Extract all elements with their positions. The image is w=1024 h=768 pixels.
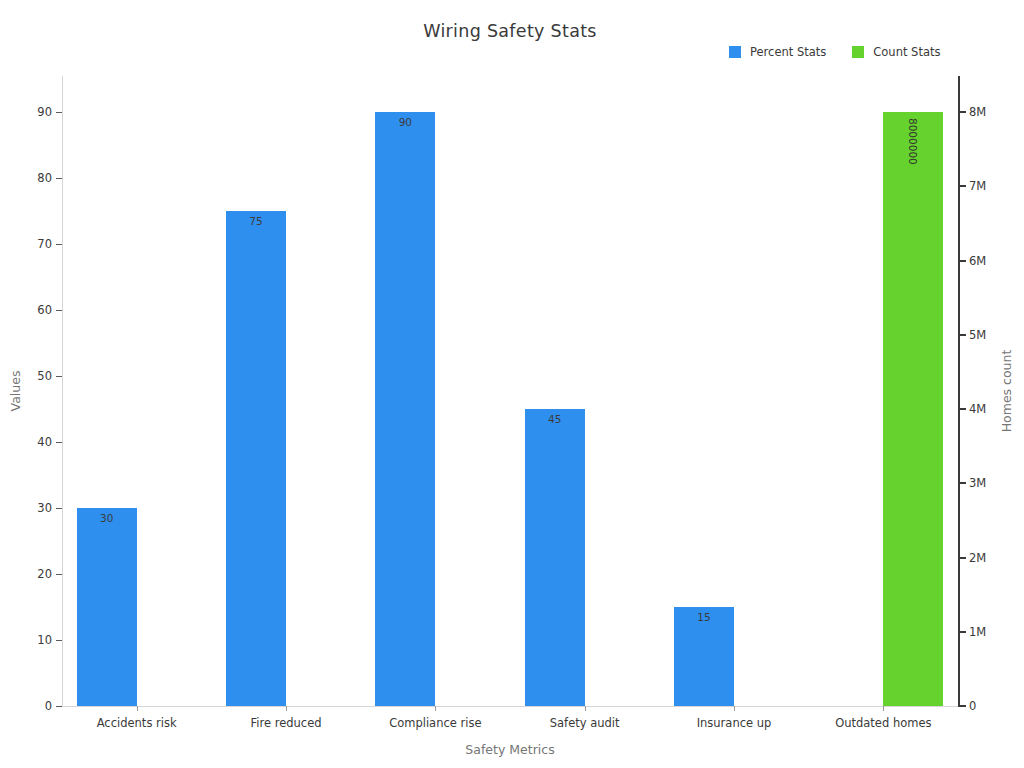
y-axis-left-tick-label: 40 (10, 435, 52, 449)
x-axis-category-label: Accidents risk (97, 716, 177, 730)
bar-safety-audit (525, 409, 585, 706)
y-axis-left-tick-label: 0 (10, 699, 52, 713)
y-axis-right-spine (958, 76, 960, 707)
y-axis-left-tick-mark (56, 112, 62, 113)
y-axis-left-tick-mark (56, 706, 62, 707)
legend-item-percent-stats: Percent Stats (729, 45, 826, 59)
y-axis-title-right: Homes count (999, 350, 1014, 433)
y-axis-right-tick-mark (958, 631, 966, 633)
bar-compliance-rise (375, 112, 435, 706)
legend: Percent Stats Count Stats (729, 45, 940, 59)
x-axis-tick-mark (286, 706, 287, 711)
x-axis-category-label: Insurance up (697, 716, 772, 730)
y-axis-left-spine (62, 76, 63, 706)
legend-item-count-stats: Count Stats (852, 45, 940, 59)
y-axis-left-tick-label: 90 (10, 105, 52, 119)
bar-outdated-homes (883, 112, 943, 706)
y-axis-left-tick-label: 80 (10, 171, 52, 185)
chart-title: Wiring Safety Stats (62, 21, 958, 41)
y-axis-left-tick-mark (56, 244, 62, 245)
y-axis-left-tick-mark (56, 310, 62, 311)
y-axis-right-tick-mark (958, 705, 966, 707)
y-axis-left-tick-label: 30 (10, 501, 52, 515)
y-axis-left-tick-mark (56, 640, 62, 641)
y-axis-right-tick-label: 7M (969, 179, 1011, 193)
y-axis-left-tick-mark (56, 508, 62, 509)
y-axis-right-tick-label: 3M (969, 476, 1011, 490)
y-axis-left-tick-mark (56, 442, 62, 443)
y-axis-left-tick-mark (56, 376, 62, 377)
y-axis-right-tick-mark (958, 334, 966, 336)
y-axis-left-tick-label: 20 (10, 567, 52, 581)
bar-value-label: 15 (674, 611, 734, 623)
legend-label: Count Stats (873, 45, 940, 59)
x-axis-tick-mark (883, 706, 884, 711)
y-axis-left-tick-label: 70 (10, 237, 52, 251)
bar-value-label: 75 (226, 215, 286, 227)
y-axis-right-tick-label: 8M (969, 105, 1011, 119)
y-axis-right-tick-mark (958, 557, 966, 559)
x-axis-spine (62, 706, 959, 707)
bar-value-label: 90 (375, 116, 435, 128)
y-axis-right-tick-label: 2M (969, 551, 1011, 565)
x-axis-title: Safety Metrics (465, 742, 554, 757)
x-axis-tick-mark (734, 706, 735, 711)
y-axis-left-tick-mark (56, 574, 62, 575)
bar-value-label: 30 (77, 512, 137, 524)
y-axis-right-tick-mark (958, 185, 966, 187)
bar-value-label: 8000000 (883, 118, 943, 165)
y-axis-right-tick-label: 0 (969, 699, 1011, 713)
chart-canvas: Wiring Safety Stats Percent Stats Count … (0, 0, 1024, 768)
x-axis-category-label: Fire reduced (250, 716, 321, 730)
y-axis-right-tick-mark (958, 111, 966, 113)
y-axis-right-tick-label: 5M (969, 328, 1011, 342)
y-axis-title-left: Values (8, 371, 23, 412)
y-axis-right-tick-mark (958, 408, 966, 410)
bar-value-label: 45 (525, 413, 585, 425)
y-axis-right-tick-mark (958, 482, 966, 484)
x-axis-tick-mark (435, 706, 436, 711)
legend-label: Percent Stats (750, 45, 826, 59)
x-axis-tick-mark (585, 706, 586, 711)
x-axis-category-label: Outdated homes (835, 716, 931, 730)
bar-fire-reduced (226, 211, 286, 706)
bar-accidents-risk (77, 508, 137, 706)
y-axis-right-tick-label: 1M (969, 625, 1011, 639)
y-axis-left-tick-mark (56, 178, 62, 179)
x-axis-category-label: Safety audit (550, 716, 620, 730)
legend-swatch-percent-stats (729, 46, 741, 58)
x-axis-category-label: Compliance rise (389, 716, 481, 730)
y-axis-right-tick-mark (958, 260, 966, 262)
legend-swatch-count-stats (852, 46, 864, 58)
y-axis-left-tick-label: 60 (10, 303, 52, 317)
y-axis-right-tick-label: 6M (969, 254, 1011, 268)
y-axis-left-tick-label: 10 (10, 633, 52, 647)
bar-value-label-text: 8000000 (907, 118, 919, 165)
x-axis-tick-mark (137, 706, 138, 711)
